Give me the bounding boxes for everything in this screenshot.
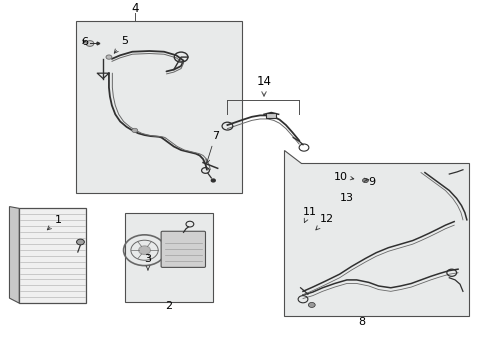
Text: 7: 7: [205, 131, 218, 163]
Text: 8: 8: [357, 317, 365, 327]
Circle shape: [211, 179, 215, 182]
Text: 6: 6: [81, 37, 88, 47]
Text: 10: 10: [333, 172, 347, 182]
Polygon shape: [283, 150, 468, 316]
Circle shape: [86, 41, 94, 46]
Text: 11: 11: [302, 207, 316, 222]
Circle shape: [106, 55, 112, 59]
Text: 4: 4: [131, 2, 138, 15]
Text: 9: 9: [368, 177, 375, 187]
Text: 5: 5: [114, 36, 128, 53]
Text: 3: 3: [144, 254, 151, 270]
Text: 12: 12: [315, 214, 333, 230]
Text: 2: 2: [165, 301, 172, 311]
Text: 14: 14: [256, 75, 271, 96]
Bar: [266, 113, 276, 118]
Text: 13: 13: [339, 193, 353, 203]
Bar: [76, 21, 242, 193]
Circle shape: [132, 128, 138, 132]
Circle shape: [362, 178, 367, 183]
FancyBboxPatch shape: [161, 231, 205, 267]
Bar: [19, 208, 85, 303]
Polygon shape: [9, 207, 19, 303]
Bar: [125, 213, 212, 302]
Circle shape: [139, 246, 150, 255]
Text: 1: 1: [47, 215, 61, 230]
Circle shape: [77, 239, 84, 245]
Circle shape: [308, 302, 315, 307]
